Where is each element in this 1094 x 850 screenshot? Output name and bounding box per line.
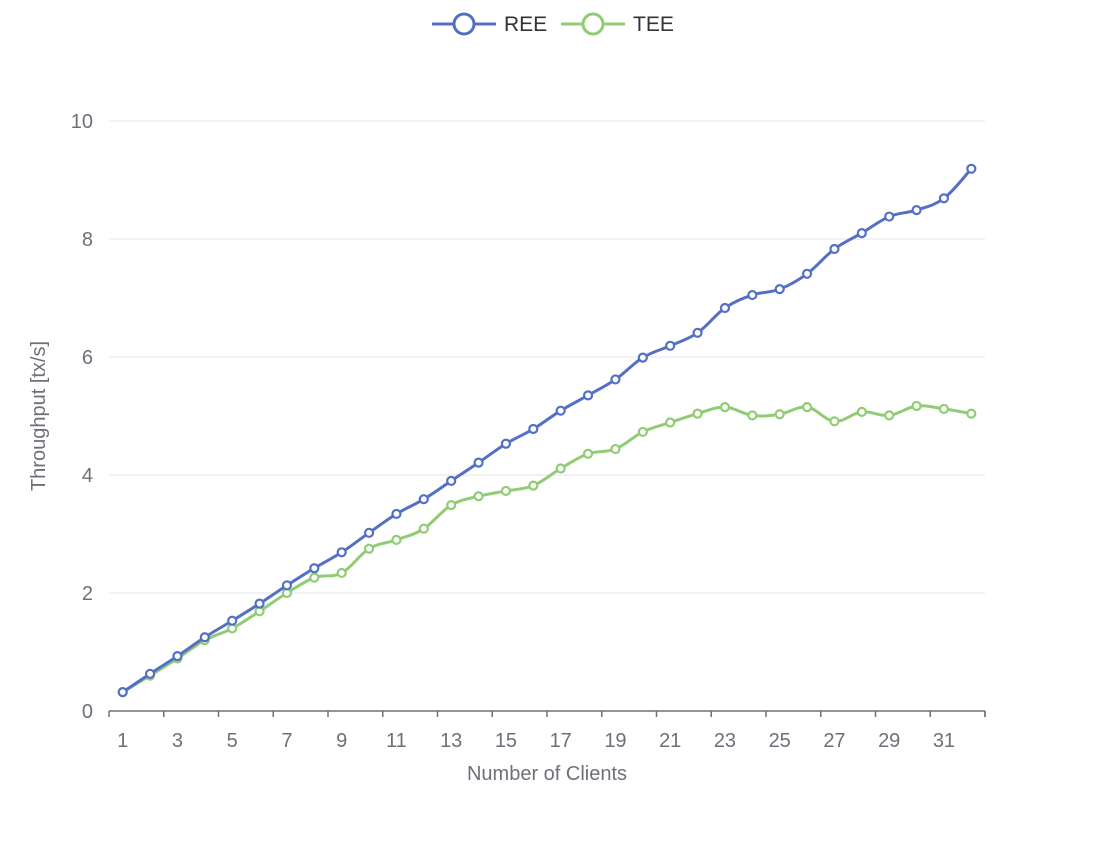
data-point-tee[interactable] (774, 409, 785, 420)
data-point-ree[interactable] (911, 204, 922, 216)
data-point-ree[interactable] (829, 243, 840, 255)
data-point-tee[interactable] (719, 402, 731, 413)
data-point-ree[interactable] (610, 374, 621, 385)
legend-marker-icon (581, 12, 605, 36)
data-point-ree[interactable] (774, 284, 785, 295)
y-tick-label: 2 (82, 583, 93, 605)
legend-label: REE (504, 13, 547, 36)
series-tee (117, 400, 977, 698)
x-tick-label: 23 (714, 730, 736, 752)
data-point-ree[interactable] (801, 268, 813, 279)
data-point-tee[interactable] (528, 480, 539, 491)
data-point-tee[interactable] (692, 408, 703, 419)
x-tick-label: 21 (659, 730, 681, 752)
series-line-tee (121, 404, 972, 694)
y-tick-label: 6 (82, 347, 93, 369)
data-point-tee[interactable] (938, 403, 950, 415)
series-lines (117, 163, 977, 698)
data-point-ree[interactable] (336, 547, 347, 558)
data-point-ree[interactable] (391, 508, 402, 520)
x-tick-label: 27 (823, 730, 845, 752)
data-point-ree[interactable] (555, 405, 566, 416)
data-point-ree[interactable] (692, 327, 703, 338)
legend[interactable]: REE TEE (432, 12, 674, 36)
data-point-ree[interactable] (500, 438, 512, 449)
x-axis-title: Number of Clients (467, 763, 627, 785)
data-point-ree[interactable] (144, 668, 156, 679)
data-point-tee[interactable] (665, 417, 676, 428)
y-tick-label: 4 (82, 465, 93, 487)
series-ree (117, 163, 977, 698)
data-point-tee[interactable] (391, 534, 402, 546)
data-point-ree[interactable] (719, 302, 731, 314)
x-tick-label: 15 (495, 730, 517, 752)
data-point-tee[interactable] (363, 543, 375, 554)
x-tick-label: 9 (336, 730, 347, 752)
data-point-tee[interactable] (911, 400, 922, 412)
data-point-tee[interactable] (610, 443, 621, 455)
data-point-ree[interactable] (254, 598, 265, 609)
legend-marker-icon (452, 12, 476, 36)
data-point-ree[interactable] (172, 651, 183, 662)
data-point-ree[interactable] (966, 163, 977, 174)
data-point-ree[interactable] (938, 193, 950, 204)
data-point-tee[interactable] (446, 499, 457, 511)
data-point-tee[interactable] (418, 523, 429, 534)
data-point-tee[interactable] (829, 416, 840, 427)
data-point-tee[interactable] (747, 410, 758, 421)
data-point-ree[interactable] (117, 687, 128, 698)
grid-lines (109, 120, 985, 594)
data-point-ree[interactable] (528, 423, 539, 435)
x-tick-label: 13 (440, 730, 462, 752)
data-point-ree[interactable] (473, 457, 484, 468)
x-tick-label: 11 (386, 730, 407, 752)
x-tick-label: 3 (172, 730, 183, 752)
data-point-tee[interactable] (582, 448, 594, 459)
data-point-tee[interactable] (309, 572, 320, 583)
data-point-tee[interactable] (473, 491, 484, 502)
data-point-tee[interactable] (966, 408, 977, 419)
data-point-tee[interactable] (856, 406, 867, 417)
data-point-tee[interactable] (637, 426, 648, 438)
y-tick-label: 8 (82, 229, 93, 251)
legend-label: TEE (633, 13, 674, 36)
data-point-ree[interactable] (199, 632, 210, 643)
data-point-tee[interactable] (555, 463, 566, 474)
y-tick-label: 0 (82, 701, 93, 723)
x-tick-label: 25 (769, 730, 791, 752)
data-point-tee[interactable] (801, 402, 813, 413)
data-point-ree[interactable] (281, 580, 293, 591)
x-tick-label: 17 (550, 730, 572, 752)
data-point-tee[interactable] (884, 410, 895, 421)
data-point-ree[interactable] (582, 390, 594, 401)
data-point-ree[interactable] (227, 615, 238, 626)
data-point-tee[interactable] (336, 567, 347, 579)
y-tick-label: 10 (71, 111, 93, 133)
data-point-ree[interactable] (418, 494, 429, 505)
legend-item-ree[interactable]: REE (432, 12, 547, 36)
x-tick-label: 29 (878, 730, 900, 752)
x-tick-label: 7 (281, 730, 292, 752)
data-point-ree[interactable] (309, 563, 320, 574)
data-point-ree[interactable] (747, 289, 758, 301)
data-point-tee[interactable] (500, 485, 512, 497)
series-line-ree (121, 167, 973, 694)
legend-item-tee[interactable]: TEE (561, 12, 674, 36)
x-tick-label: 5 (227, 730, 238, 752)
data-point-ree[interactable] (363, 527, 375, 538)
data-point-ree[interactable] (856, 228, 867, 239)
x-tick-label: 31 (933, 730, 955, 752)
x-tick-label: 19 (604, 730, 626, 752)
data-point-ree[interactable] (446, 475, 457, 486)
data-point-ree[interactable] (884, 211, 895, 222)
x-tick-label: 1 (117, 730, 128, 752)
y-axis-title: Throughput [tx/s] (28, 341, 50, 491)
data-point-ree[interactable] (637, 352, 648, 363)
data-point-ree[interactable] (665, 340, 676, 351)
